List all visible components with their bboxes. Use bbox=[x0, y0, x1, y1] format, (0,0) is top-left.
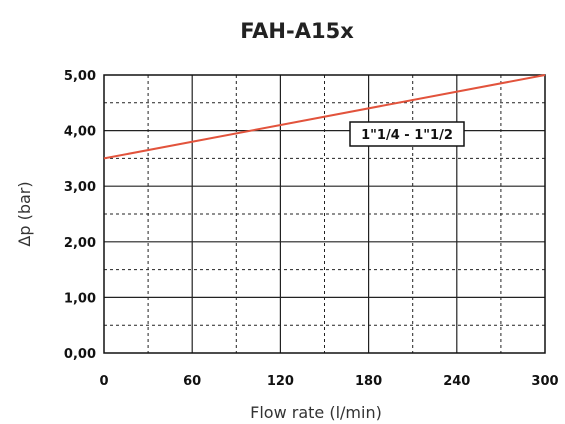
y-tick-label: 3,00 bbox=[64, 180, 96, 195]
series-group bbox=[103, 74, 546, 160]
x-tick-label: 0 bbox=[99, 374, 108, 389]
plot-frame bbox=[103, 74, 546, 354]
y-tick-label: 5,00 bbox=[64, 69, 96, 84]
y-axis-label: Δp (bar) bbox=[15, 181, 34, 246]
x-tick-label: 300 bbox=[531, 374, 558, 389]
annotation-label: 1"1/4 - 1"1/2 bbox=[361, 128, 453, 143]
x-tick-label: 60 bbox=[183, 374, 201, 389]
x-tick-label: 180 bbox=[355, 374, 382, 389]
x-axis-label: Flow rate (l/min) bbox=[250, 403, 382, 422]
tick-labels: 0 60 120 180 240 300 0,00 1,00 2,00 3,00 4,00 5,00 bbox=[64, 69, 559, 389]
y-tick-label: 2,00 bbox=[64, 236, 96, 251]
series-line bbox=[103, 74, 546, 160]
y-tick-label: 0,00 bbox=[64, 347, 96, 362]
series-annotation: 1"1/4 - 1"1/2 bbox=[349, 121, 465, 147]
y-tick-label: 4,00 bbox=[64, 125, 96, 140]
chart-title: FAH-A15x bbox=[240, 19, 354, 43]
y-tick-label: 1,00 bbox=[64, 291, 96, 306]
x-tick-label: 240 bbox=[443, 374, 470, 389]
annotation-box bbox=[349, 121, 465, 147]
x-tick-label: 120 bbox=[267, 374, 294, 389]
